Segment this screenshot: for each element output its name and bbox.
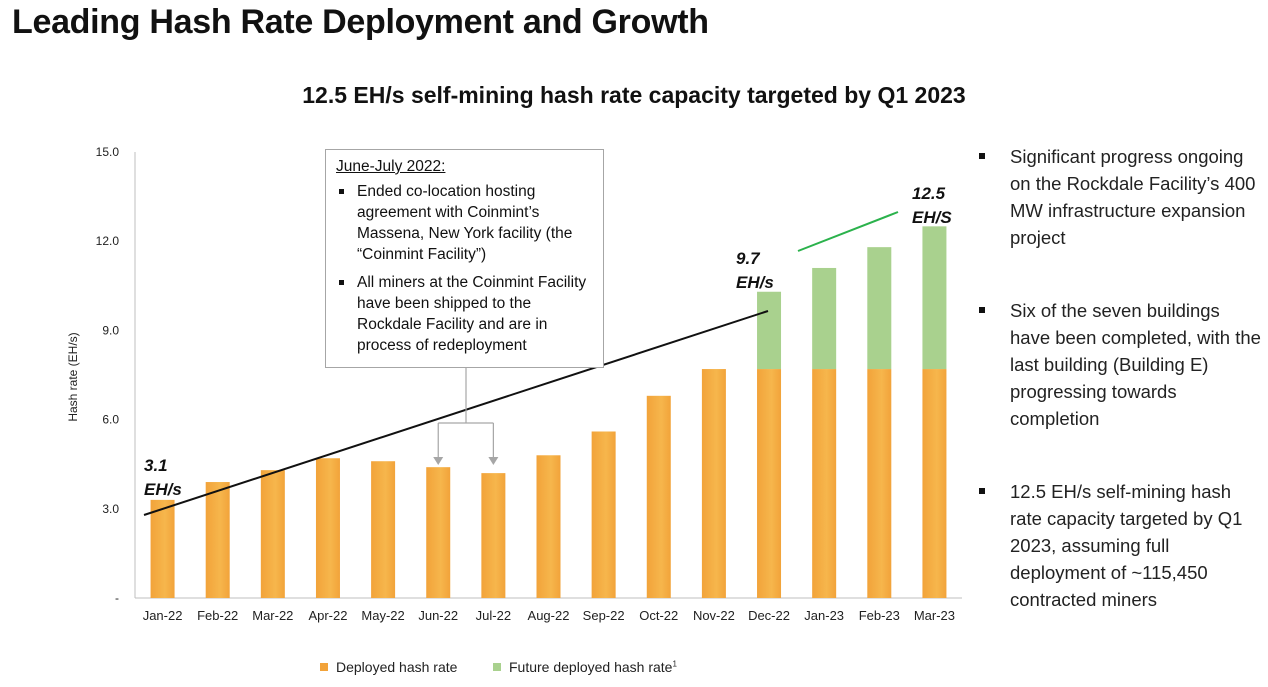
bar-deployed-mar-23 bbox=[922, 369, 947, 598]
bar-deployed-dec-22 bbox=[757, 369, 782, 598]
x-tick-label: May-22 bbox=[361, 608, 404, 623]
y-tick-label: - bbox=[115, 591, 119, 605]
callout-list: Ended co-location hosting agreement with… bbox=[336, 181, 595, 356]
x-tick-label: Jan-22 bbox=[143, 608, 183, 623]
bar-deployed-aug-22 bbox=[536, 455, 561, 598]
x-tick-label: Jul-22 bbox=[476, 608, 511, 623]
legend-item-deployed: Deployed hash rate bbox=[320, 659, 457, 675]
growth-line bbox=[797, 211, 899, 252]
x-tick-label: Aug-22 bbox=[528, 608, 570, 623]
annotation-value: 12.5 bbox=[912, 184, 946, 203]
x-tick-label: Apr-22 bbox=[308, 608, 347, 623]
bar-deployed-feb-22 bbox=[205, 482, 230, 598]
bar-deployed-jan-22 bbox=[150, 499, 175, 598]
y-tick-label: 12.0 bbox=[96, 234, 120, 248]
legend-label: Future deployed hash rate bbox=[509, 659, 673, 675]
bar-deployed-sep-22 bbox=[591, 431, 616, 598]
annotation-unit: EH/s bbox=[736, 273, 774, 292]
callout-box: June-July 2022: Ended co-location hostin… bbox=[325, 149, 604, 368]
bar-deployed-jun-22 bbox=[426, 467, 451, 598]
legend-item-future: Future deployed hash rate1 bbox=[493, 659, 677, 675]
x-tick-label: Mar-23 bbox=[914, 608, 955, 623]
bar-deployed-apr-22 bbox=[315, 458, 340, 598]
arrow-head bbox=[433, 457, 444, 465]
arrow-head bbox=[488, 457, 499, 465]
callout-connector bbox=[437, 368, 494, 458]
x-tick-label: Feb-22 bbox=[197, 608, 238, 623]
legend-swatch bbox=[320, 663, 328, 671]
x-tick-label: Sep-22 bbox=[583, 608, 625, 623]
page-title: Leading Hash Rate Deployment and Growth bbox=[12, 3, 709, 41]
bar-deployed-jan-23 bbox=[812, 369, 837, 598]
bar-deployed-feb-23 bbox=[867, 369, 892, 598]
trend-line bbox=[143, 310, 769, 516]
key-points: Significant progress ongoing on the Rock… bbox=[975, 143, 1265, 613]
legend-swatch bbox=[493, 663, 501, 671]
y-tick-label: 6.0 bbox=[102, 413, 119, 427]
key-point: Six of the seven buildings have been com… bbox=[975, 297, 1265, 432]
x-tick-label: Dec-22 bbox=[748, 608, 790, 623]
callout-title: June-July 2022: bbox=[336, 158, 446, 175]
y-tick-label: 9.0 bbox=[102, 323, 119, 337]
x-tick-label: Oct-22 bbox=[639, 608, 678, 623]
callout-item: All miners at the Coinmint Facility have… bbox=[336, 272, 595, 356]
bar-deployed-oct-22 bbox=[646, 395, 671, 598]
x-tick-label: Nov-22 bbox=[693, 608, 735, 623]
key-point: 12.5 EH/s self-mining hash rate capacity… bbox=[975, 478, 1265, 613]
x-tick-label: Jan-23 bbox=[804, 608, 844, 623]
bar-future-feb-23 bbox=[867, 247, 892, 370]
x-tick-label: Mar-22 bbox=[252, 608, 293, 623]
y-tick-label: 3.0 bbox=[102, 502, 119, 516]
bar-deployed-jul-22 bbox=[481, 473, 506, 598]
annotation-unit: EH/s bbox=[144, 480, 182, 499]
annotation-value: 3.1 bbox=[144, 456, 168, 475]
y-tick-label: 15.0 bbox=[96, 145, 120, 159]
page-subtitle: 12.5 EH/s self-mining hash rate capacity… bbox=[302, 82, 966, 108]
callout-item: Ended co-location hosting agreement with… bbox=[336, 181, 595, 265]
bar-deployed-mar-22 bbox=[260, 470, 285, 598]
annotation-unit: EH/S bbox=[912, 208, 952, 227]
x-tick-label: Jun-22 bbox=[418, 608, 458, 623]
x-tick-label: Feb-23 bbox=[859, 608, 900, 623]
bar-future-mar-23 bbox=[922, 226, 947, 370]
bar-future-jan-23 bbox=[812, 267, 837, 370]
legend-footnote: 1 bbox=[672, 659, 677, 669]
bar-deployed-may-22 bbox=[371, 461, 396, 598]
y-axis-label: Hash rate (EH/s) bbox=[66, 332, 80, 421]
bar-future-dec-22 bbox=[757, 291, 782, 370]
bar-deployed-nov-22 bbox=[701, 369, 726, 598]
legend-label: Deployed hash rate bbox=[336, 659, 458, 675]
annotation-value: 9.7 bbox=[736, 249, 761, 268]
key-point: Significant progress ongoing on the Rock… bbox=[975, 143, 1265, 251]
